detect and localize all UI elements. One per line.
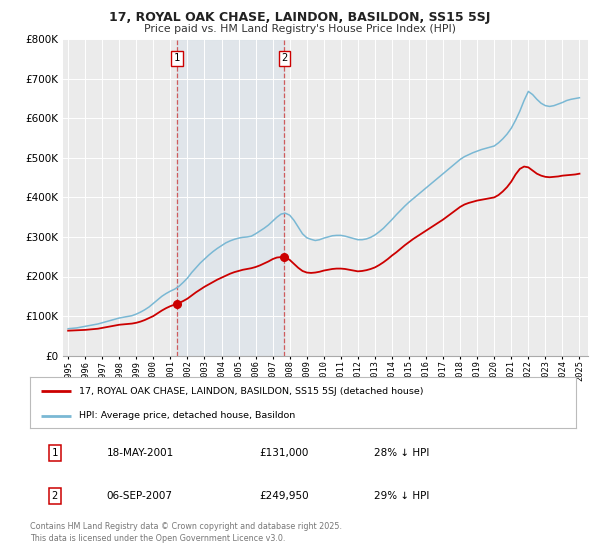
Text: Contains HM Land Registry data © Crown copyright and database right 2025.
This d: Contains HM Land Registry data © Crown c…	[30, 522, 342, 543]
Text: 18-MAY-2001: 18-MAY-2001	[106, 448, 173, 458]
Text: £131,000: £131,000	[259, 448, 308, 458]
Text: 17, ROYAL OAK CHASE, LAINDON, BASILDON, SS15 5SJ: 17, ROYAL OAK CHASE, LAINDON, BASILDON, …	[109, 11, 491, 24]
Text: 1: 1	[174, 53, 180, 63]
Text: 28% ↓ HPI: 28% ↓ HPI	[374, 448, 430, 458]
Text: 2: 2	[281, 53, 287, 63]
Text: 06-SEP-2007: 06-SEP-2007	[106, 491, 172, 501]
Text: 29% ↓ HPI: 29% ↓ HPI	[374, 491, 430, 501]
Text: 1: 1	[52, 448, 58, 458]
Bar	[177, 39, 284, 356]
Text: 17, ROYAL OAK CHASE, LAINDON, BASILDON, SS15 5SJ (detached house): 17, ROYAL OAK CHASE, LAINDON, BASILDON, …	[79, 387, 424, 396]
Text: 2: 2	[52, 491, 58, 501]
Text: HPI: Average price, detached house, Basildon: HPI: Average price, detached house, Basi…	[79, 411, 295, 420]
Text: £249,950: £249,950	[259, 491, 309, 501]
Text: Price paid vs. HM Land Registry's House Price Index (HPI): Price paid vs. HM Land Registry's House …	[144, 24, 456, 34]
